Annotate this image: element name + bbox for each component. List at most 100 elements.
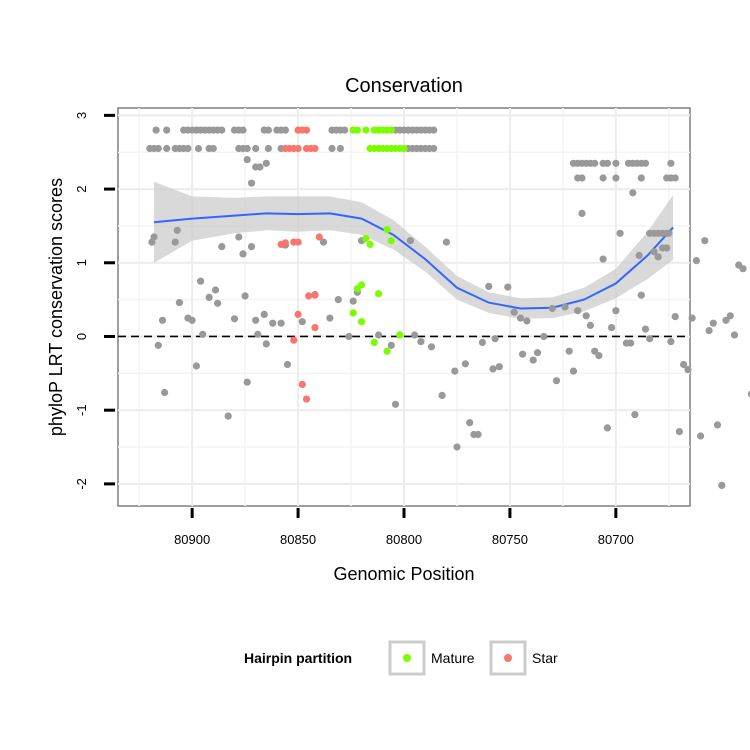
point-mature bbox=[366, 240, 374, 248]
point-other bbox=[667, 159, 675, 167]
point-other bbox=[569, 367, 578, 375]
point-other bbox=[461, 360, 469, 368]
point-other bbox=[173, 226, 181, 234]
point-other bbox=[641, 325, 650, 333]
point-other bbox=[438, 391, 446, 399]
y-tick-label: 0 bbox=[74, 333, 89, 340]
point-other bbox=[485, 282, 493, 290]
point-other bbox=[453, 443, 461, 451]
point-other bbox=[154, 144, 162, 153]
point-other bbox=[529, 356, 537, 364]
point-star bbox=[294, 310, 302, 318]
point-other bbox=[154, 341, 162, 349]
point-other bbox=[417, 338, 425, 346]
point-other bbox=[599, 255, 607, 263]
point-other bbox=[411, 331, 419, 339]
point-other bbox=[578, 174, 586, 182]
point-mature bbox=[358, 318, 366, 326]
point-mature bbox=[349, 309, 357, 317]
point-other bbox=[561, 303, 569, 311]
point-star bbox=[294, 144, 302, 153]
point-other bbox=[548, 304, 556, 313]
x-tick-label: 80900 bbox=[174, 532, 210, 547]
point-other bbox=[451, 367, 459, 375]
point-other bbox=[243, 144, 251, 153]
point-mature bbox=[383, 226, 391, 234]
point-other bbox=[671, 313, 679, 321]
x-tick-label: 80700 bbox=[598, 532, 634, 547]
point-other bbox=[709, 319, 717, 327]
y-tick-label: 3 bbox=[74, 112, 89, 119]
point-star bbox=[311, 144, 319, 153]
point-other bbox=[631, 411, 639, 419]
point-other bbox=[224, 412, 232, 420]
point-other bbox=[184, 144, 192, 153]
y-axis-ticks: -2 -1 0 1 2 3 bbox=[74, 112, 115, 490]
point-other bbox=[688, 314, 696, 322]
point-other bbox=[504, 283, 512, 291]
point-other bbox=[663, 244, 671, 252]
point-other bbox=[595, 352, 603, 360]
point-other bbox=[211, 286, 220, 294]
point-other bbox=[680, 360, 688, 369]
chart-title: Conservation bbox=[345, 75, 463, 97]
point-other bbox=[671, 174, 679, 182]
point-other bbox=[209, 144, 217, 153]
point-mature bbox=[383, 347, 391, 355]
point-other bbox=[252, 144, 260, 153]
point-other bbox=[192, 362, 200, 370]
point-star bbox=[315, 233, 323, 241]
y-tick-label: 2 bbox=[74, 185, 89, 192]
point-mature bbox=[400, 144, 408, 153]
point-other bbox=[188, 316, 196, 324]
y-axis-label: phyloP LRT conservation scores bbox=[46, 178, 66, 436]
legend-title: Hairpin partition bbox=[244, 650, 352, 666]
point-other bbox=[552, 377, 561, 385]
point-other bbox=[612, 307, 620, 315]
point-star bbox=[302, 395, 311, 403]
point-other bbox=[474, 430, 482, 439]
point-other bbox=[214, 299, 222, 307]
point-mature bbox=[375, 290, 383, 298]
point-star bbox=[311, 291, 319, 299]
point-other bbox=[713, 421, 722, 429]
point-other bbox=[667, 338, 675, 346]
point-other bbox=[616, 229, 624, 237]
point-other bbox=[269, 319, 277, 327]
point-other bbox=[675, 428, 684, 436]
point-other bbox=[540, 332, 548, 341]
point-other bbox=[637, 291, 645, 299]
point-mature bbox=[353, 126, 361, 134]
point-other bbox=[247, 243, 256, 251]
point-other bbox=[726, 312, 734, 320]
point-other bbox=[406, 237, 414, 245]
point-other bbox=[243, 378, 251, 386]
point-other bbox=[158, 316, 167, 324]
point-other bbox=[612, 174, 620, 182]
point-other bbox=[262, 340, 270, 348]
legend-label-star: Star bbox=[532, 650, 558, 666]
point-other bbox=[283, 360, 292, 369]
point-other bbox=[582, 312, 590, 320]
point-other bbox=[239, 126, 247, 134]
point-other bbox=[197, 277, 205, 285]
point-other bbox=[427, 343, 436, 351]
point-other bbox=[637, 174, 645, 182]
point-star bbox=[298, 380, 306, 388]
data-points bbox=[146, 126, 750, 489]
point-other bbox=[516, 314, 525, 322]
x-tick-label: 80750 bbox=[492, 532, 528, 547]
point-other bbox=[387, 341, 395, 349]
point-other bbox=[491, 335, 499, 343]
point-other bbox=[254, 330, 262, 338]
smooth-line bbox=[153, 212, 674, 310]
point-other bbox=[247, 179, 256, 187]
point-mature bbox=[387, 237, 395, 245]
legend: Hairpin partition Mature Star bbox=[244, 640, 558, 676]
point-other bbox=[478, 338, 486, 346]
point-other bbox=[277, 319, 285, 327]
point-other bbox=[375, 331, 383, 339]
point-other bbox=[256, 163, 264, 171]
legend-label-mature: Mature bbox=[431, 650, 475, 666]
point-other bbox=[205, 293, 213, 301]
